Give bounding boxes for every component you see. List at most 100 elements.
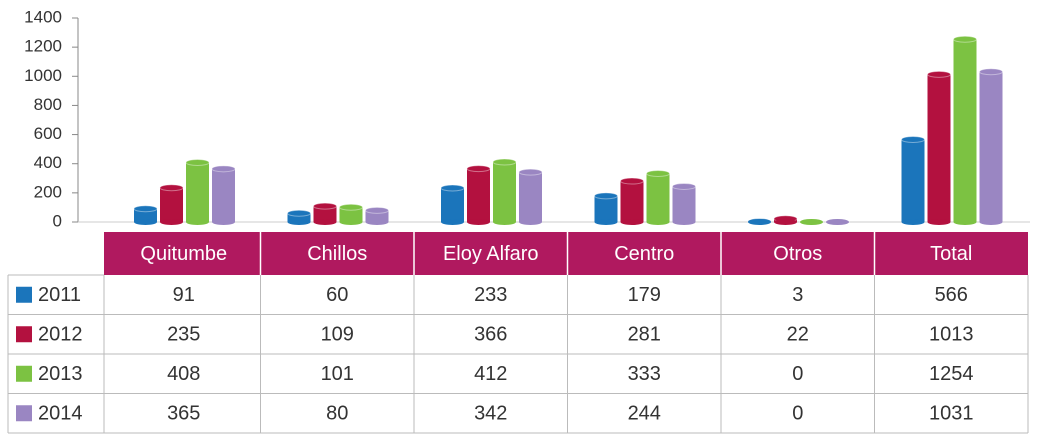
y-tick-label: 1400 [24, 7, 62, 26]
bar-cap [313, 202, 337, 210]
bar-base [212, 219, 235, 225]
y-tick-label: 200 [34, 182, 62, 201]
bar [594, 195, 618, 222]
bar-base [441, 219, 464, 225]
bar [212, 168, 235, 222]
bar-base [519, 219, 542, 225]
bar [186, 162, 209, 222]
table-cell: 3 [792, 284, 803, 306]
bar-base [979, 219, 1003, 225]
bar-cap [287, 209, 311, 217]
category-header: Total [930, 243, 972, 265]
bar-cap [133, 205, 158, 213]
bar-base [594, 219, 618, 225]
bar-base [287, 219, 311, 225]
legend-swatch [16, 365, 32, 382]
table-cell: 0 [792, 403, 803, 425]
bar-base [646, 219, 670, 225]
legend-label: 2013 [38, 363, 83, 385]
table-cell: 60 [326, 284, 348, 306]
bar [493, 161, 516, 222]
bar-cap [365, 206, 389, 214]
table-cell: 1254 [929, 363, 974, 385]
bar [620, 181, 644, 222]
bar-base [186, 219, 209, 225]
bar-cap [211, 165, 236, 173]
bar-base [620, 219, 644, 225]
table-cell: 1013 [929, 324, 974, 346]
bar [927, 74, 951, 223]
table-cell: 566 [935, 284, 968, 306]
legend-label: 2012 [38, 324, 83, 346]
bar [365, 210, 389, 222]
bar-base [365, 219, 389, 225]
bar-cap [901, 136, 925, 144]
bar [441, 188, 464, 222]
bar [134, 208, 157, 222]
legend-swatch [16, 405, 32, 422]
bar-cap [620, 177, 644, 185]
table-cell: 80 [326, 403, 348, 425]
bar-base [800, 219, 823, 225]
bar-base [953, 219, 977, 225]
bar [313, 206, 337, 222]
y-tick-label: 1000 [24, 66, 62, 85]
table-cell: 244 [628, 403, 661, 425]
bar-cap [646, 169, 670, 177]
bar [979, 71, 1003, 222]
bar-cap [953, 35, 977, 43]
bar-base [672, 219, 696, 225]
table-cell: 235 [167, 324, 200, 346]
bar [672, 186, 696, 222]
bar-cap [518, 168, 543, 176]
bar-cap [492, 158, 517, 166]
bar-base [493, 219, 516, 225]
category-header: Otros [773, 243, 822, 265]
table-cell: 233 [474, 284, 507, 306]
table-cell: 0 [792, 363, 803, 385]
bar-base [901, 219, 925, 225]
bar-cap [594, 192, 618, 200]
bar-cap [440, 184, 465, 192]
bar-cap [466, 165, 491, 173]
bar-base [339, 219, 363, 225]
bar [519, 172, 542, 222]
legend-swatch [16, 286, 32, 303]
legend-label: 2011 [38, 284, 81, 306]
bar-base [748, 219, 771, 225]
table-cell: 1031 [929, 403, 974, 425]
y-tick-label: 800 [34, 95, 62, 114]
table-cell: 109 [321, 324, 354, 346]
table-cell: 366 [474, 324, 507, 346]
bar-base [774, 219, 797, 225]
table-cell: 333 [628, 363, 661, 385]
bar-cap [339, 203, 363, 211]
table-header [104, 232, 1028, 275]
bar [160, 187, 183, 222]
table-cell: 101 [321, 363, 354, 385]
bar-base [467, 219, 490, 225]
table-cell: 365 [167, 403, 200, 425]
category-header: Eloy Alfaro [443, 243, 539, 265]
bar-cap [979, 68, 1003, 76]
legend-swatch [16, 326, 32, 343]
table-cell: 408 [167, 363, 200, 385]
table-cell: 342 [474, 403, 507, 425]
bar [339, 207, 363, 222]
table-cell: 412 [474, 363, 507, 385]
y-tick-label: 0 [53, 211, 62, 230]
bar-cap [159, 184, 184, 192]
bar-base [927, 219, 951, 225]
bar-cap [927, 70, 951, 78]
category-header: Chillos [307, 243, 367, 265]
bar-base [134, 219, 157, 225]
table-cell: 22 [787, 324, 809, 346]
category-header: Centro [614, 243, 674, 265]
bar [467, 168, 490, 222]
bar-cap [672, 182, 696, 190]
table-cell: 91 [173, 284, 195, 306]
legend-label: 2014 [38, 403, 83, 425]
y-tick-label: 1200 [24, 37, 62, 56]
